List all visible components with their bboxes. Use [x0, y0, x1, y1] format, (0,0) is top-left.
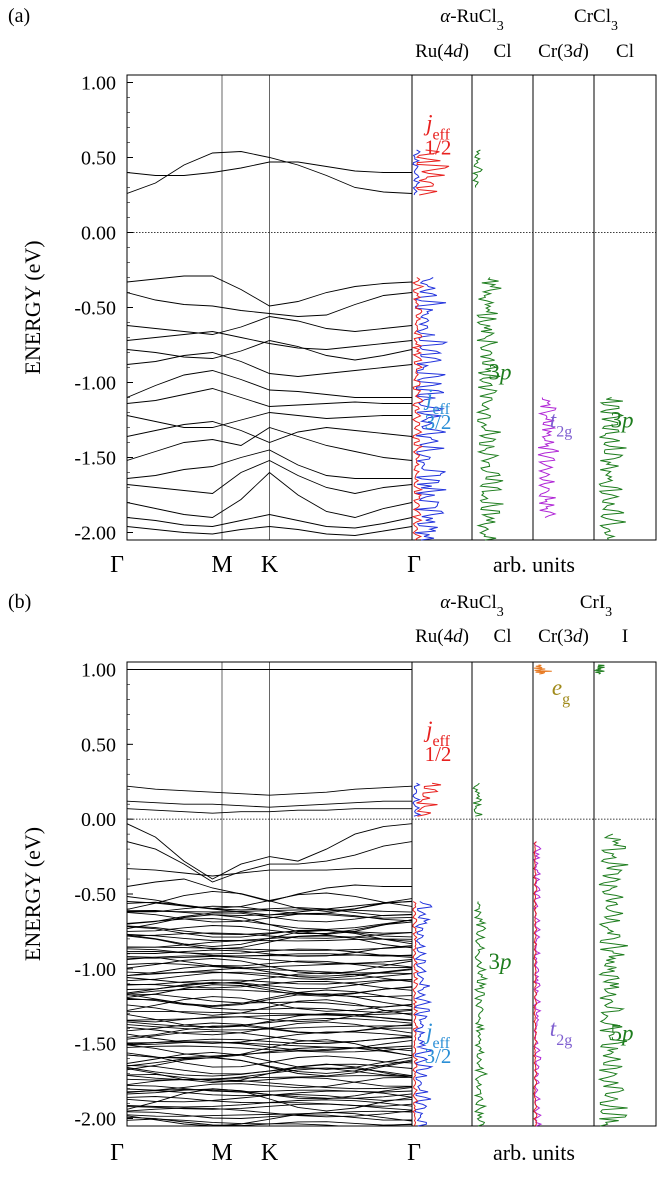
dos-annotation: t2g [550, 408, 572, 441]
dos-x-label: arb. units [493, 1140, 575, 1165]
dos-i-curve [597, 833, 629, 1127]
dos-column-frame [471, 74, 534, 541]
dos-cr-t2g-curve [537, 397, 560, 518]
k-point-label: Γ [110, 1140, 124, 1166]
dos-ru-blue-curve [412, 149, 421, 196]
dos-cl-cr-curve [598, 397, 627, 541]
dos-annotation-line2: 3/2 [425, 410, 452, 434]
compound-label: CrCl3 [574, 6, 618, 34]
compound-label: α-RuCl3 [440, 6, 503, 34]
dos-column-label: Cl [494, 41, 512, 62]
y-tick-label: -2.00 [74, 523, 116, 545]
dos-ru-jeff12-curve [416, 782, 442, 817]
y-tick-label: 1.00 [81, 659, 116, 681]
dos-annotation-line2: 1/2 [425, 136, 452, 160]
k-point-label: M [211, 552, 232, 578]
dos-column-label: Ru(4d) [415, 41, 469, 62]
panel-b: (b) ENERGY (eV) 1.00 0.50 0.00 -0.50 -1.00 -1.5… [8, 591, 657, 1166]
y-axis-label: ENERGY (eV) [20, 827, 45, 961]
y-tick-label: 0.00 [81, 223, 116, 245]
dos-annotation: 3p [489, 949, 512, 974]
k-point-label: Γ [407, 1140, 421, 1166]
y-tick-label: 0.50 [81, 734, 116, 756]
k-point-label: K [261, 1140, 279, 1166]
y-tick-label: 0.50 [81, 148, 116, 170]
dos-ru-jeff32-curve [413, 901, 434, 1127]
y-tick-label: -1.00 [74, 959, 116, 981]
dos-column-label: Ru(4d) [415, 626, 469, 647]
dos-annotation: jeff [423, 717, 451, 750]
dos-column-frame [593, 74, 657, 541]
dos-cr-eg-curve [533, 664, 552, 675]
dos-ru-jeff32-curve [413, 277, 449, 541]
dos-ru-blue-curve [412, 782, 422, 817]
dos-column-frame [593, 661, 657, 1127]
y-tick-label: -1.00 [74, 373, 116, 395]
panel-label: (b) [8, 591, 31, 613]
y-axis-label: ENERGY (eV) [20, 240, 45, 374]
dos-column-label: I [622, 626, 628, 647]
compound-label: CrI3 [580, 592, 612, 620]
y-tick-label: -0.50 [74, 884, 116, 906]
dos-annotation-line2: 3/2 [425, 1044, 452, 1068]
dos-annotation: 5p [611, 1021, 634, 1046]
dos-column-label: Cr(3d) [538, 626, 589, 647]
y-tick-label: -1.50 [74, 1034, 116, 1056]
dos-column-label: Cl [616, 41, 634, 62]
y-tick-label: 1.00 [81, 73, 116, 95]
dos-cr-red-curve [533, 841, 538, 1127]
dos-annotation-line2: 1/2 [425, 742, 452, 766]
panel-label: (a) [8, 5, 30, 27]
dos-annotation: 3p [611, 408, 634, 433]
dos-column-label: Cr(3d) [538, 41, 589, 62]
dos-ru-jeff12-curve [415, 149, 450, 196]
y-tick-label: -0.50 [74, 298, 116, 320]
y-tick-label: -2.00 [74, 1109, 116, 1131]
dos-x-label: arb. units [493, 552, 575, 577]
dos-annotation: eg [552, 675, 570, 708]
dos-column-frame [532, 661, 595, 1127]
y-tick-label: -1.50 [74, 448, 116, 470]
dos-i-curve [593, 664, 605, 675]
dos-annotation: 3p [489, 360, 512, 385]
dos-ru-red-curve [411, 277, 425, 541]
dos-annotation: jeff [423, 385, 451, 418]
panel-a: (a) ENERGY (eV) 1.00 0.50 0.00 -0.50 -1.00 -1.5… [8, 5, 657, 578]
dos-cl-curve [471, 149, 483, 188]
k-point-label: Γ [407, 552, 421, 578]
dos-column-label: Cl [494, 626, 512, 647]
k-point-label: Γ [110, 552, 124, 578]
dos-annotation: t2g [550, 1016, 572, 1049]
dos-cl-curve [473, 901, 489, 1127]
dos-annotation: jeff [423, 111, 451, 144]
dos-cl-curve [472, 782, 483, 817]
k-point-label: K [261, 552, 279, 578]
dos-ru-red-curve [412, 901, 420, 1127]
dos-annotation: jeff [423, 1019, 451, 1052]
y-tick-label: 0.00 [81, 809, 116, 831]
dos-column-frame [471, 661, 534, 1127]
compound-label: α-RuCl3 [440, 592, 503, 620]
k-point-label: M [211, 1140, 232, 1166]
dos-cl-curve [475, 277, 504, 541]
